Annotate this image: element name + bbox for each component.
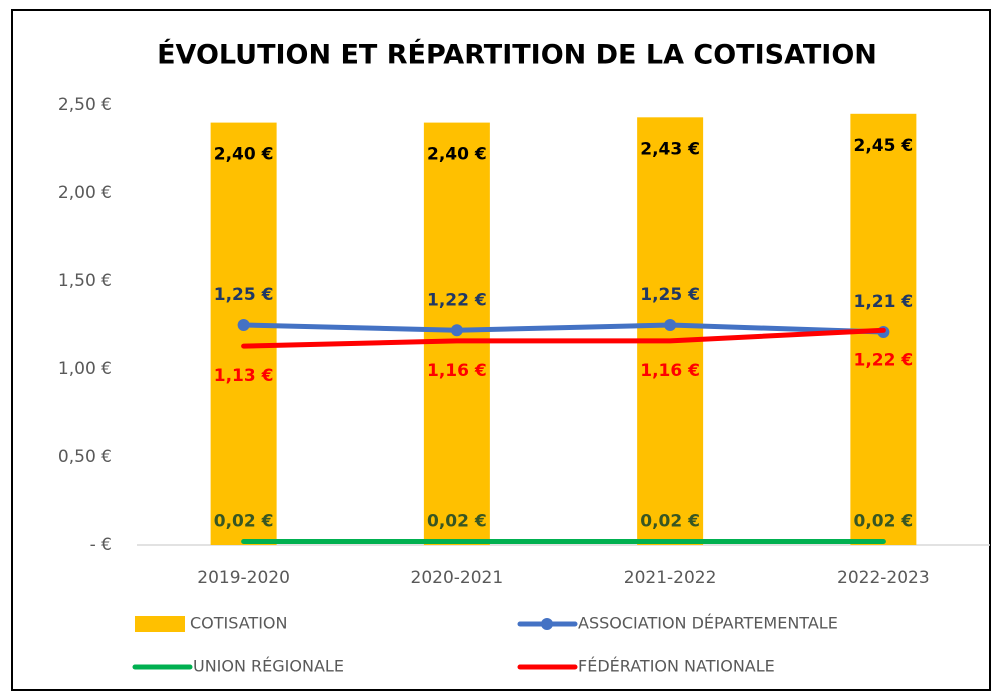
data-label: 1,25 € [640, 285, 700, 305]
x-tick-label: 2019-2020 [197, 568, 290, 588]
y-tick-label: 2,50 € [58, 95, 112, 115]
marker [450, 324, 463, 337]
bar [210, 122, 277, 545]
data-label: 2,43 € [640, 139, 700, 159]
data-label: 2,45 € [854, 136, 914, 156]
x-tick-label: 2022-2023 [837, 568, 930, 588]
data-label: 1,16 € [427, 361, 487, 381]
chart-title: ÉVOLUTION ET RÉPARTITION DE LA COTISATIO… [157, 39, 877, 71]
data-label: 2,40 € [214, 145, 274, 165]
data-label: 1,25 € [214, 285, 274, 305]
data-label: 0,02 € [214, 511, 274, 531]
y-tick-label: 1,00 € [58, 359, 112, 379]
line [241, 327, 886, 349]
legend-label: FÉDÉRATION NATIONALE [578, 657, 775, 676]
data-label: 0,02 € [427, 511, 487, 531]
x-tick-label: 2021-2022 [624, 568, 717, 588]
line [241, 322, 886, 335]
data-label: 1,13 € [214, 366, 274, 386]
y-tick-label: 1,50 € [58, 271, 112, 291]
legend-marker [541, 618, 553, 630]
data-label: 0,02 € [640, 511, 700, 531]
data-label: 2,40 € [427, 145, 487, 165]
data-label: 0,02 € [854, 511, 914, 531]
data-label: 1,22 € [427, 290, 487, 310]
data-label: 1,16 € [640, 361, 700, 381]
legend-label: ASSOCIATION DÉPARTEMENTALE [578, 614, 838, 633]
legend-label: COTISATION [190, 614, 287, 633]
data-label: 1,22 € [854, 350, 914, 370]
legend-swatch [135, 616, 185, 632]
data-label: 1,21 € [854, 292, 914, 312]
marker [237, 319, 250, 331]
legend-label: UNION RÉGIONALE [193, 657, 344, 676]
x-tick-label: 2020-2021 [411, 568, 504, 588]
marker [664, 319, 677, 331]
chart-frame [11, 9, 991, 691]
y-tick-label: 2,00 € [58, 183, 112, 203]
bar [637, 117, 704, 545]
y-tick-label: 0,50 € [58, 447, 112, 467]
y-tick-label: - € [90, 535, 112, 555]
